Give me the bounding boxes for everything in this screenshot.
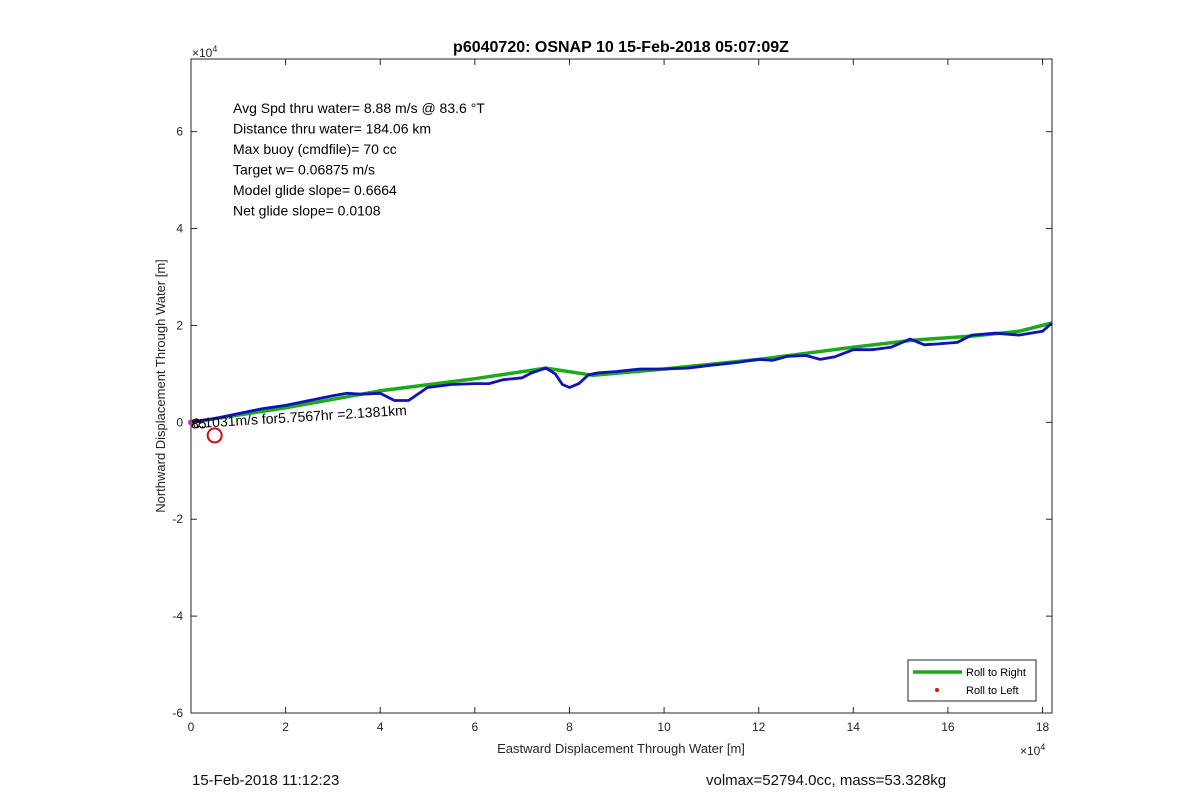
- x-exponent-power: 4: [1040, 742, 1045, 752]
- x-tick-label: 16: [941, 720, 955, 734]
- start-point: [188, 419, 194, 426]
- x-tick-label: 18: [1036, 720, 1050, 734]
- current-label-overlap: 85: [191, 415, 207, 431]
- y-tick-label: -6: [172, 706, 183, 720]
- legend-label-roll-to-right: Roll to Right: [966, 667, 1026, 679]
- y-axis-label: Northward Displacement Through Water [m]: [153, 259, 168, 513]
- x-axis-ticks: 0 2 4 6 8 10 12 14 16 18: [188, 59, 1050, 734]
- y-axis-exponent: ×104: [192, 44, 217, 60]
- legend-swatch-roll-to-left: [935, 688, 939, 692]
- x-exponent-base: ×10: [1020, 744, 1041, 758]
- y-tick-label: 4: [176, 222, 183, 236]
- annotation-line: Target w= 0.06875 m/s: [233, 162, 375, 178]
- x-axis-label: Eastward Displacement Through Water [m]: [497, 741, 745, 756]
- x-tick-label: 0: [188, 720, 195, 734]
- y-tick-label: -2: [172, 512, 183, 526]
- x-tick-label: 6: [472, 720, 479, 734]
- x-tick-label: 4: [377, 720, 384, 734]
- y-tick-label: 2: [176, 318, 183, 332]
- chart-title: p6040720: OSNAP 10 15-Feb-2018 05:07:09Z: [453, 39, 789, 56]
- annotations: Avg Spd thru water= 8.88 m/s @ 83.6 °T Di…: [233, 100, 485, 219]
- legend-label-roll-to-left: Roll to Left: [966, 685, 1019, 697]
- x-tick-label: 10: [657, 720, 671, 734]
- x-axis-exponent: ×104: [1020, 742, 1045, 758]
- y-tick-label: 6: [176, 125, 183, 139]
- annotation-line: Avg Spd thru water= 8.88 m/s @ 83.6 °T: [233, 100, 485, 116]
- annotation-line: Net glide slope= 0.0108: [233, 203, 381, 219]
- series-line-track: [190, 321, 1053, 424]
- footer-timestamp: 15-Feb-2018 11:12:23: [192, 772, 340, 789]
- annotation-line: Max buoy (cmdfile)= 70 cc: [233, 141, 397, 157]
- current-marker: [206, 427, 223, 444]
- annotation-line: Distance thru water= 184.06 km: [233, 121, 431, 137]
- legend-box: [907, 659, 1037, 702]
- y-exponent-power: 4: [212, 44, 217, 54]
- annotation-line: Model glide slope= 0.6664: [233, 182, 397, 198]
- y-exponent-base: ×10: [192, 46, 213, 60]
- x-tick-label: 8: [566, 720, 573, 734]
- svg-text:×104: ×104: [192, 44, 217, 60]
- x-tick-label: 12: [752, 720, 766, 734]
- x-tick-label: 2: [282, 720, 289, 734]
- series-group: [188, 321, 1053, 426]
- x-tick-label: 14: [847, 720, 861, 734]
- svg-text:×104: ×104: [1020, 742, 1045, 758]
- y-tick-label: 0: [176, 415, 183, 429]
- legend: Roll to Right Roll to Left: [907, 659, 1037, 702]
- plot-area: [190, 58, 1053, 714]
- footer-volmax-mass: volmax=52794.0cc, mass=53.328kg: [706, 772, 947, 789]
- y-tick-label: -4: [172, 609, 183, 623]
